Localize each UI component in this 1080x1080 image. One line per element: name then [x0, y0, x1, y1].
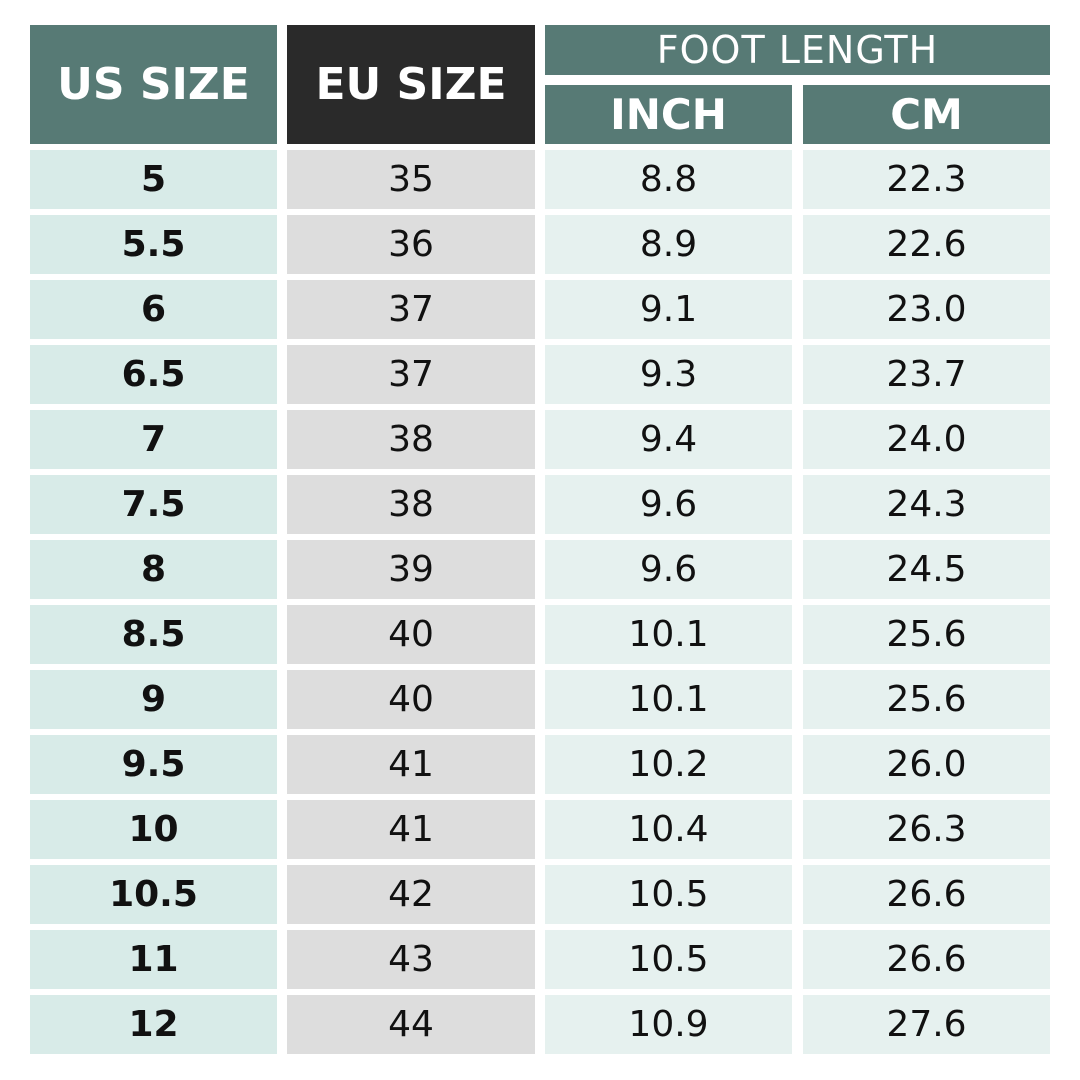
header-foot-length: FOOT LENGTH — [545, 25, 1050, 75]
us-size-cell: 9.5 — [30, 735, 277, 794]
inch-cell: 10.2 — [545, 735, 792, 794]
us-size-cell: 10 — [30, 800, 277, 859]
us-size-cell: 12 — [30, 995, 277, 1054]
eu-size-cell: 38 — [287, 410, 535, 469]
us-size-cell: 5 — [30, 150, 277, 209]
us-size-cell: 7.5 — [30, 475, 277, 534]
cm-cell: 23.0 — [803, 280, 1050, 339]
us-size-cell: 5.5 — [30, 215, 277, 274]
us-size-cell: 8.5 — [30, 605, 277, 664]
inch-cell: 9.3 — [545, 345, 792, 404]
header-inch: INCH — [545, 85, 792, 144]
eu-size-cell: 40 — [287, 670, 535, 729]
eu-size-cell: 36 — [287, 215, 535, 274]
inch-cell: 9.4 — [545, 410, 792, 469]
eu-size-cell: 41 — [287, 800, 535, 859]
cm-cell: 24.0 — [803, 410, 1050, 469]
inch-cell: 8.9 — [545, 215, 792, 274]
inch-cell: 8.8 — [545, 150, 792, 209]
cm-cell: 26.3 — [803, 800, 1050, 859]
eu-size-cell: 35 — [287, 150, 535, 209]
header-eu-size: EU SIZE — [287, 25, 535, 144]
eu-size-cell: 44 — [287, 995, 535, 1054]
inch-cell: 10.1 — [545, 670, 792, 729]
us-size-cell: 8 — [30, 540, 277, 599]
eu-size-cell: 42 — [287, 865, 535, 924]
inch-cell: 10.5 — [545, 865, 792, 924]
inch-cell: 10.1 — [545, 605, 792, 664]
header-cm: CM — [803, 85, 1050, 144]
header-us-size: US SIZE — [30, 25, 277, 144]
cm-cell: 25.6 — [803, 670, 1050, 729]
eu-size-cell: 38 — [287, 475, 535, 534]
us-size-cell: 6 — [30, 280, 277, 339]
eu-size-cell: 39 — [287, 540, 535, 599]
cm-cell: 22.3 — [803, 150, 1050, 209]
inch-cell: 10.5 — [545, 930, 792, 989]
inch-cell: 9.6 — [545, 475, 792, 534]
cm-cell: 26.6 — [803, 930, 1050, 989]
cm-cell: 23.7 — [803, 345, 1050, 404]
eu-size-cell: 37 — [287, 280, 535, 339]
cm-cell: 26.6 — [803, 865, 1050, 924]
cm-cell: 27.6 — [803, 995, 1050, 1054]
inch-cell: 10.9 — [545, 995, 792, 1054]
eu-size-cell: 40 — [287, 605, 535, 664]
us-size-cell: 11 — [30, 930, 277, 989]
inch-cell: 10.4 — [545, 800, 792, 859]
us-size-cell: 6.5 — [30, 345, 277, 404]
us-size-cell: 7 — [30, 410, 277, 469]
eu-size-cell: 41 — [287, 735, 535, 794]
inch-cell: 9.1 — [545, 280, 792, 339]
cm-cell: 25.6 — [803, 605, 1050, 664]
eu-size-cell: 43 — [287, 930, 535, 989]
cm-cell: 24.3 — [803, 475, 1050, 534]
cm-cell: 24.5 — [803, 540, 1050, 599]
cm-cell: 22.6 — [803, 215, 1050, 274]
cm-cell: 26.0 — [803, 735, 1050, 794]
eu-size-cell: 37 — [287, 345, 535, 404]
inch-cell: 9.6 — [545, 540, 792, 599]
us-size-cell: 9 — [30, 670, 277, 729]
us-size-cell: 10.5 — [30, 865, 277, 924]
